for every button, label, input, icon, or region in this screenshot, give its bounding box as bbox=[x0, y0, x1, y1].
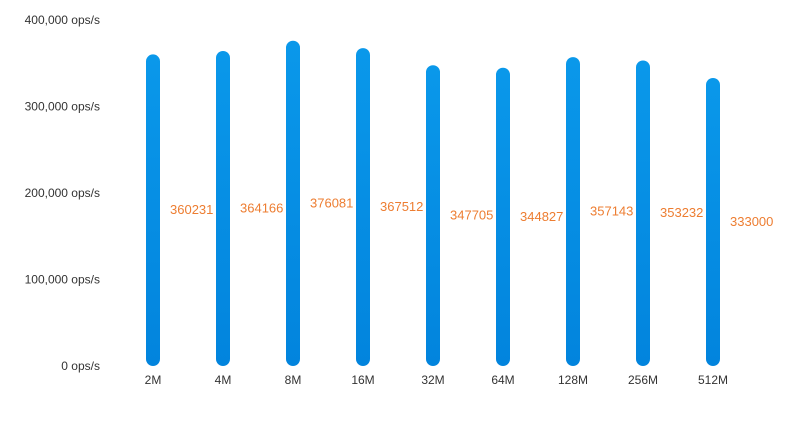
x-tick-label: 2M bbox=[145, 373, 162, 387]
bar-series bbox=[146, 40, 720, 367]
bar bbox=[566, 57, 580, 367]
x-tick-label: 128M bbox=[558, 373, 588, 387]
data-label: 367512 bbox=[380, 199, 423, 214]
data-label: 360231 bbox=[170, 202, 213, 217]
data-label: 333000 bbox=[730, 214, 773, 229]
x-tick-label: 512M bbox=[698, 373, 728, 387]
data-label: 376081 bbox=[310, 195, 353, 210]
y-tick-label: 400,000 ops/s bbox=[25, 13, 100, 27]
data-labels: 360231 364166 376081 367512 347705 344827 3571… bbox=[170, 195, 773, 229]
bar bbox=[426, 65, 440, 367]
x-tick-label: 16M bbox=[351, 373, 374, 387]
bar bbox=[146, 54, 160, 367]
x-axis: 2M 4M 8M 16M 32M 64M 128M 256M 512M bbox=[145, 373, 728, 387]
y-tick-label: 0 ops/s bbox=[61, 359, 100, 373]
data-label: 357143 bbox=[590, 204, 633, 219]
bar bbox=[286, 40, 300, 366]
x-tick-label: 64M bbox=[491, 373, 514, 387]
x-tick-label: 8M bbox=[285, 373, 302, 387]
bar bbox=[496, 67, 510, 367]
data-label: 353232 bbox=[660, 205, 703, 220]
data-label: 344827 bbox=[520, 209, 563, 224]
x-tick-label: 256M bbox=[628, 373, 658, 387]
y-tick-label: 100,000 ops/s bbox=[25, 273, 100, 287]
y-tick-label: 300,000 ops/s bbox=[25, 100, 100, 114]
bar bbox=[356, 48, 370, 367]
x-tick-label: 4M bbox=[215, 373, 232, 387]
data-label: 347705 bbox=[450, 208, 493, 223]
y-tick-label: 200,000 ops/s bbox=[25, 186, 100, 200]
x-tick-label: 32M bbox=[421, 373, 444, 387]
bar bbox=[216, 50, 230, 367]
y-axis: 0 ops/s 100,000 ops/s 200,000 ops/s 300,000… bbox=[25, 13, 100, 373]
bar bbox=[636, 60, 650, 367]
data-label: 364166 bbox=[240, 200, 283, 215]
bar bbox=[706, 77, 720, 366]
